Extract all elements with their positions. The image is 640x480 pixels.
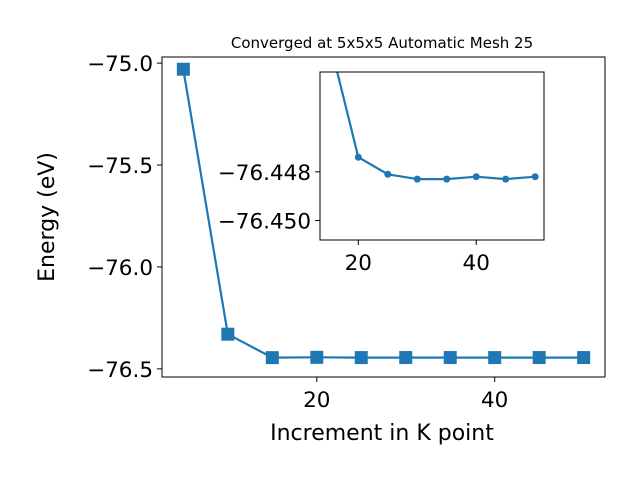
chart-title: Converged at 5x5x5 Automatic Mesh 25 [231,34,533,52]
x-axis-label: Increment in K point [270,421,494,446]
y-axis-label: Energy (eV) [35,152,60,282]
main-data-point [532,351,546,365]
main-data-point [354,351,368,365]
inset-background [320,72,544,240]
inset-chart: 20 40 −76.450−76.448 [218,71,545,276]
main-data-point [310,350,324,364]
main-chart: Converged at 5x5x5 Automatic Mesh 25 20 4… [35,34,606,446]
inset-data-point [354,153,362,161]
main-y-tick-label: −75.5 [87,154,153,179]
inset-data-point [413,175,421,183]
main-axes-frame [161,56,606,378]
main-data-point [577,351,591,365]
inset-x-tick-label: 40 [463,251,490,276]
inset-series-line [336,72,536,181]
inset-y-tick-label: −76.448 [218,161,311,186]
main-data-point [399,351,413,365]
inset-data-point [472,173,480,181]
inset-y-axis: −76.450 −76.448 [218,161,320,235]
main-x-tick-label: 20 [303,388,330,413]
inset-x-tick-label: 20 [345,251,372,276]
main-y-tick-label: −75.0 [87,52,153,77]
main-data-point [488,351,502,365]
main-y-axis: −75.0 −75.5 −76.0 −76.5 [87,52,162,383]
main-plot-area [176,62,591,365]
inset-axes-frame [319,71,545,241]
main-x-tick-label: 40 [481,388,508,413]
main-y-tick-label: −76.0 [87,256,153,281]
inset-plot-area [336,72,539,183]
inset-data-point [531,173,539,181]
inset-data-point [502,175,510,183]
inset-y-tick-label: −76.450 [218,210,311,235]
inset-x-axis: 20 40 [345,240,490,276]
main-data-point [265,351,279,365]
main-data-point [221,327,235,341]
main-data-point [443,351,457,365]
main-y-tick-label: −76.5 [87,358,153,383]
main-x-axis: 20 40 [303,377,508,413]
inset-data-point [443,175,451,183]
main-data-point [176,62,190,76]
inset-data-point [384,170,392,178]
main-series-line [182,69,584,359]
